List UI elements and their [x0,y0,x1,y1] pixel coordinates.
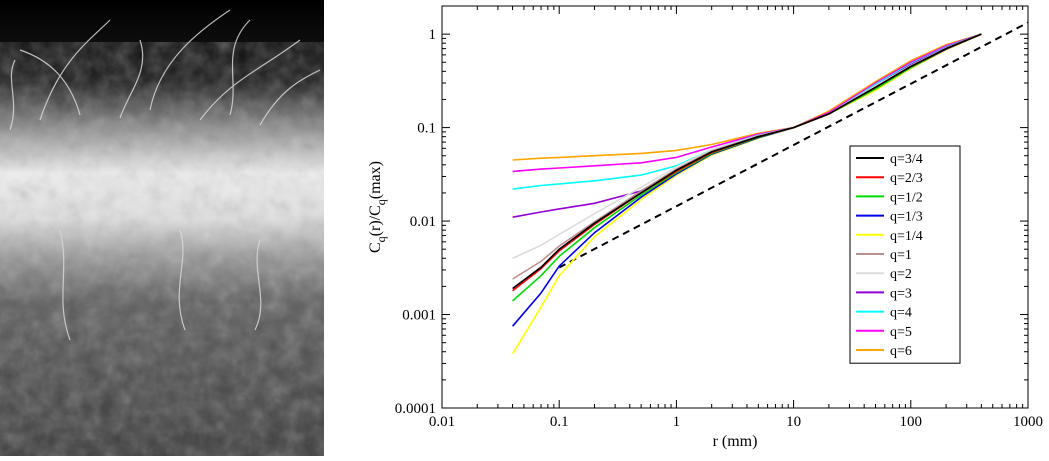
x-axis-label: r (mm) [713,433,758,450]
legend-label: q=6 [890,344,912,359]
legend-label: q=1/4 [890,229,923,244]
y-tick-label: 1 [429,27,437,43]
y-axis-label-part: (r)/C [367,205,384,236]
legend-label: q=1/3 [890,210,923,225]
y-tick-label: 0.0001 [395,401,436,417]
legend-label: q=4 [890,306,912,321]
y-axis-label-part: q [374,236,388,242]
microscopy-image-drawing [0,0,324,456]
legend-label: q=2 [890,267,912,282]
y-axis-label-part: q [374,199,388,205]
legend-label: q=5 [890,325,912,340]
series-line [512,33,982,161]
x-tick-label: 0.1 [550,414,569,430]
series-line [512,33,982,173]
y-axis-label-part: C [367,242,384,253]
y-tick-label: 0.01 [410,214,436,230]
x-tick-label: 10 [786,414,801,430]
legend-label: q=3 [890,286,912,301]
legend-label: q=1/2 [890,190,923,205]
y-tick-label: 0.001 [402,308,436,324]
legend-label: q=1 [890,248,912,263]
x-tick-label: 100 [900,414,923,430]
series-line [512,33,982,290]
legend-label: q=2/3 [890,171,923,186]
reference-dashed-line [558,21,1028,269]
y-tick-label: 0.1 [417,121,436,137]
microscopy-image [0,0,324,456]
plot-frame [441,5,1029,409]
x-tick-label: 0.01 [429,414,455,430]
y-axis-label-part: (max) [367,161,384,199]
chart-panel: 0.01 0.1 1 10 100 1000 0.0001 0.001 0.01 0.1 1 r (m… [350,0,1049,456]
x-tick-label: 1 [673,414,681,430]
y-axis-label: Cq(r)/Cq(max) [367,161,388,253]
legend-label: q=3/4 [890,152,923,167]
x-tick-label: 1000 [1013,414,1043,430]
line-chart: 0.01 0.1 1 10 100 1000 0.0001 0.001 0.01 0.1 1 r (m… [367,5,1043,450]
